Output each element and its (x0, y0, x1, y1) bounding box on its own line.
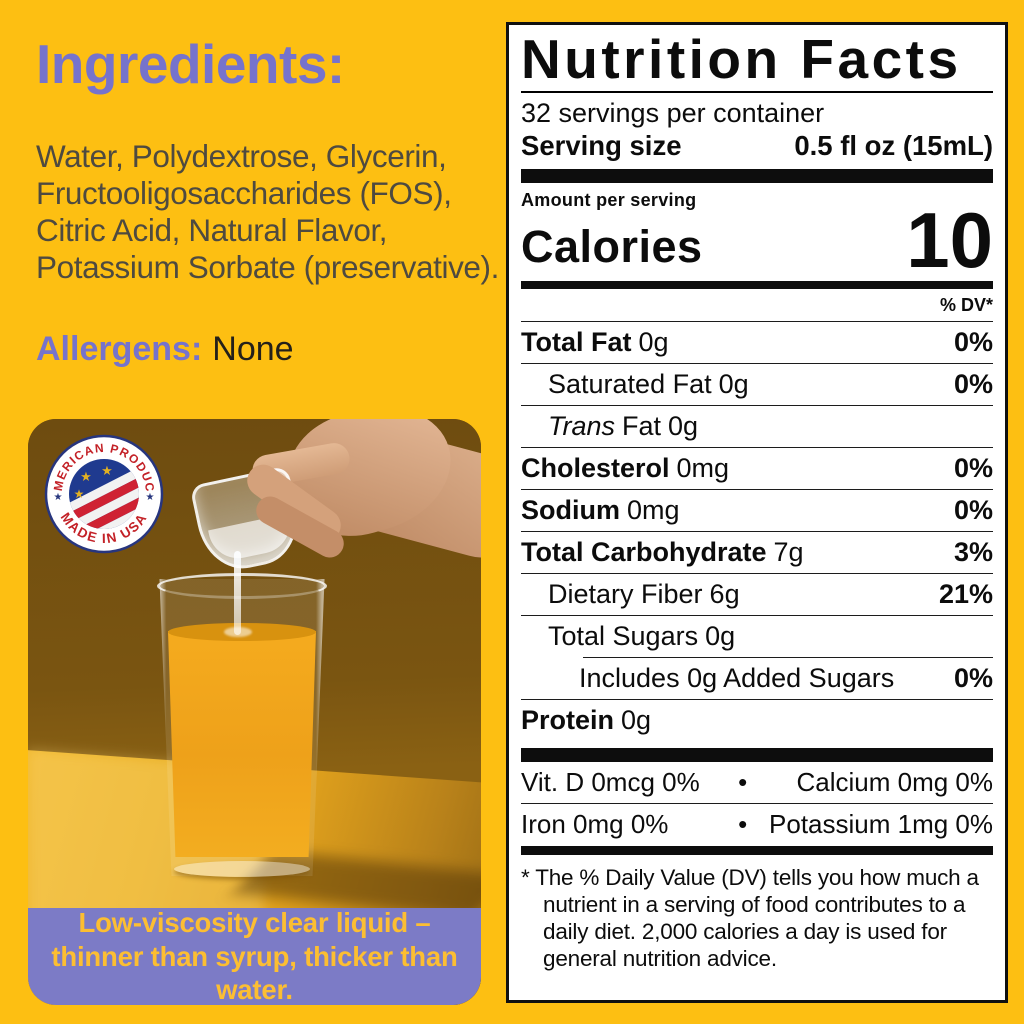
medium-separator-bar (521, 846, 993, 856)
caption-text: Low-viscosity clear liquid – thinner tha… (51, 907, 458, 1005)
micro-left: Iron 0mg 0% (521, 809, 669, 840)
dv-value: 0% (953, 327, 993, 358)
micro-left: Vit. D 0mcg 0% (521, 767, 700, 798)
badge-right-star: ★ (146, 492, 155, 503)
micronutrient-row-2: Iron 0mg 0% • Potassium 1mg 0% (521, 804, 993, 845)
dv-value: 0% (953, 495, 993, 526)
ingredients-title: Ingredients: (36, 33, 345, 95)
flag-star: ★ (74, 487, 85, 501)
thick-separator-bar (521, 169, 993, 184)
nutrient-row-saturated-fat: Saturated Fat 0g 0% (548, 369, 993, 400)
rule (521, 803, 993, 805)
dv-value: 0% (953, 663, 993, 694)
glass-rim (157, 573, 327, 599)
nutrient-row-sodium: Sodium 0mg 0% (521, 495, 993, 526)
product-photo-card: ★ ★ ★ AMERICAN PRODUCT MADE IN USA ★ ★ L… (28, 419, 481, 1005)
rule (521, 615, 993, 617)
calories-row: Calories 10 (521, 196, 993, 285)
flag-star: ★ (101, 463, 113, 478)
medium-separator-bar (521, 281, 993, 290)
rule-indented (583, 657, 993, 659)
pour-splash (224, 627, 252, 637)
thick-separator-bar (521, 748, 993, 763)
daily-value-footnote: * The % Daily Value (DV) tells you how m… (521, 865, 979, 972)
calories-label: Calories (521, 221, 703, 273)
amount-per-serving-label: Amount per serving (521, 190, 697, 211)
caption-banner: Low-viscosity clear liquid – thinner tha… (28, 907, 481, 1005)
serving-size-value: 0.5 fl oz (15mL) (794, 130, 993, 162)
made-in-usa-badge-icon: ★ ★ ★ AMERICAN PRODUCT MADE IN USA ★ ★ (44, 434, 164, 554)
pour-stream (234, 551, 241, 635)
nutrient-row-protein: Protein 0g (521, 705, 652, 736)
orange-juice (168, 631, 316, 857)
nutrient-row-added-sugars: Includes 0g Added Sugars 0% (579, 663, 993, 694)
rule (521, 531, 993, 533)
nutrient-row-total-sugars: Total Sugars 0g (548, 621, 736, 652)
calories-value: 10 (906, 196, 993, 285)
nutrient-row-total-carbohydrate: Total Carbohydrate 7g 3% (521, 537, 993, 568)
dv-value: 21% (938, 579, 993, 610)
nutrition-facts-label: Nutrition Facts 32 servings per containe… (506, 22, 1008, 1003)
rule (521, 447, 993, 449)
allergens-label: Allergens: (36, 330, 203, 368)
micro-right: Potassium 1mg 0% (769, 809, 993, 840)
serving-size-row: Serving size 0.5 fl oz (15mL) (521, 130, 993, 162)
juice-glass (156, 573, 328, 879)
glass-base (174, 861, 310, 877)
rule (521, 573, 993, 575)
allergens-value: None (212, 330, 294, 368)
badge-left-star: ★ (54, 492, 63, 503)
rule (521, 321, 993, 323)
rule (521, 405, 993, 407)
nutrient-row-dietary-fiber: Dietary Fiber 6g 21% (548, 579, 993, 610)
nutrient-row-trans-fat: Trans Fat 0g (548, 411, 699, 442)
rule (521, 489, 993, 491)
rule (521, 699, 993, 701)
rule (521, 363, 993, 365)
nutrition-facts-title: Nutrition Facts (521, 30, 993, 94)
bullet-separator: • (738, 767, 748, 798)
dv-value: 3% (953, 537, 993, 568)
micro-right: Calcium 0mg 0% (796, 767, 993, 798)
micronutrient-row-1: Vit. D 0mcg 0% • Calcium 0mg 0% (521, 762, 993, 803)
serving-size-label: Serving size (521, 130, 682, 162)
dv-value: 0% (953, 369, 993, 400)
daily-value-header: % DV* (939, 295, 993, 316)
ingredients-text: Water, Polydextrose, Glycerin, Fructooli… (36, 138, 499, 286)
dv-value: 0% (953, 453, 993, 484)
bullet-separator: • (738, 809, 748, 840)
allergens-line: Allergens: None (36, 330, 294, 369)
nutrient-row-cholesterol: Cholesterol 0mg 0% (521, 453, 993, 484)
flag-star: ★ (80, 469, 92, 484)
servings-per-container: 32 servings per container (521, 98, 825, 129)
nutrient-row-total-fat: Total Fat 0g 0% (521, 327, 993, 358)
